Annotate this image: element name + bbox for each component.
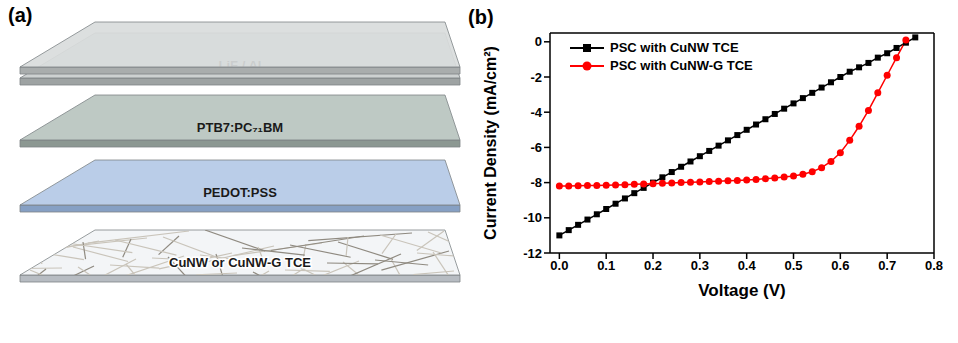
html-text:PSC with CuNW-G TCE: PSC with CuNW-G TCE [610, 58, 753, 73]
svg-text:PTB7:PC₇₁BM: PTB7:PC₇₁BM [197, 120, 283, 135]
svg-text:0.7: 0.7 [878, 258, 896, 273]
svg-text:0.1: 0.1 [597, 258, 615, 273]
html-text:(b): (b) [468, 6, 494, 28]
svg-text:(a): (a) [8, 4, 32, 26]
svg-text:-2: -2 [530, 70, 542, 85]
svg-text:PEDOT:PSS: PEDOT:PSS [203, 185, 277, 200]
svg-text:0: 0 [535, 34, 542, 49]
svg-text:-12: -12 [523, 246, 542, 261]
svg-text:0.2: 0.2 [644, 258, 662, 273]
svg-text:-10: -10 [523, 210, 542, 225]
svg-text:-6: -6 [530, 140, 542, 155]
html-text:PSC with CuNW TCE: PSC with CuNW TCE [610, 40, 739, 55]
svg-text:Current Density (mA/cm²): Current Density (mA/cm²) [482, 46, 499, 240]
svg-text:0.3: 0.3 [691, 258, 709, 273]
svg-text:0.5: 0.5 [784, 258, 802, 273]
svg-text:0.0: 0.0 [550, 258, 568, 273]
svg-text:0.8: 0.8 [925, 258, 943, 273]
svg-text:Voltage (V): Voltage (V) [698, 281, 786, 300]
svg-text:-4: -4 [530, 105, 542, 120]
svg-text:0.6: 0.6 [831, 258, 849, 273]
svg-text:0.4: 0.4 [738, 258, 757, 273]
svg-text:CuNW or CuNW-G TCE: CuNW or CuNW-G TCE [169, 255, 311, 270]
svg-text:-8: -8 [530, 175, 542, 190]
